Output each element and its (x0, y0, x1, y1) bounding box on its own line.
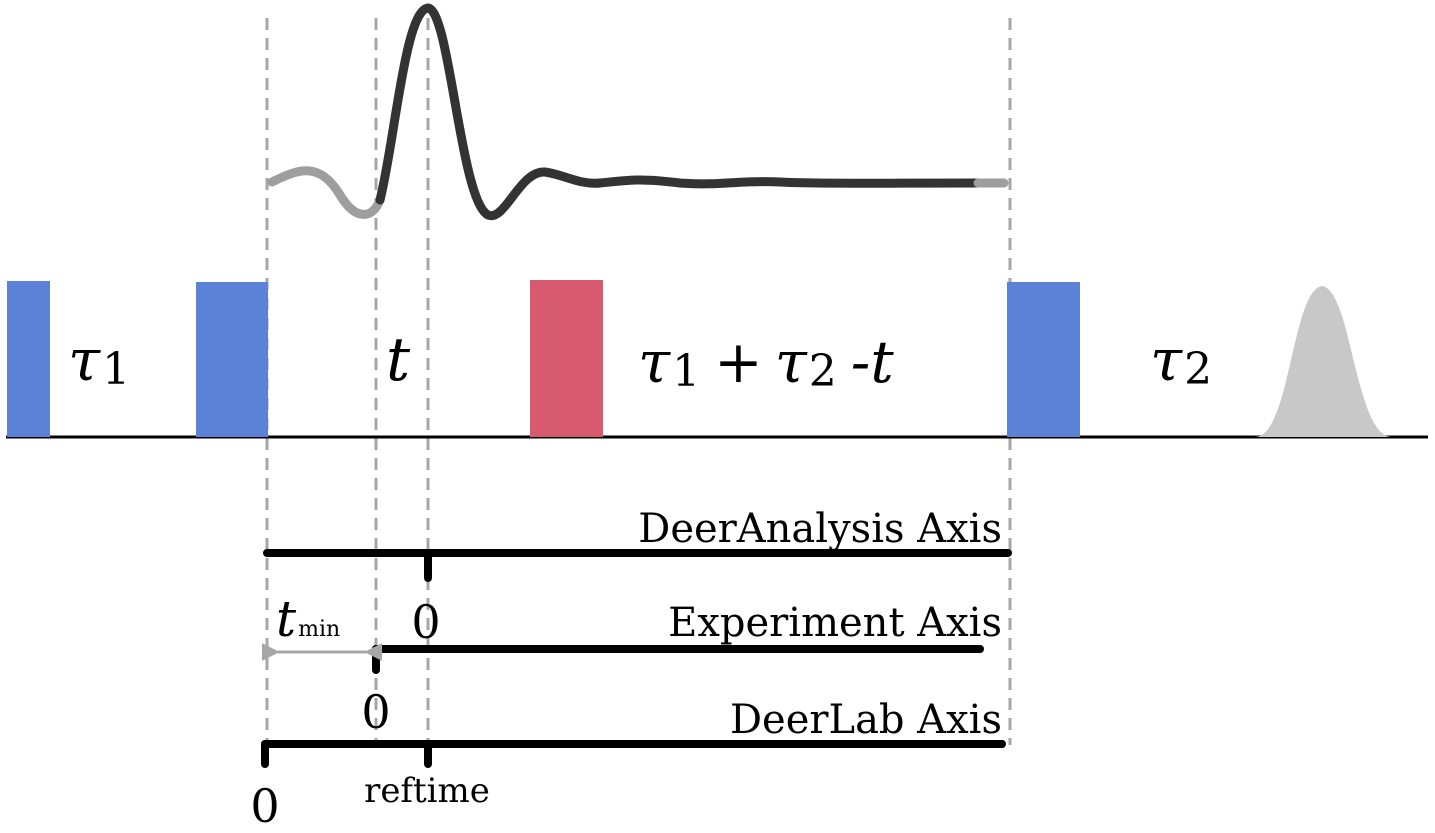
tmin-label: tmin (276, 590, 340, 648)
experiment-zero-label: 0 (361, 685, 390, 739)
tmin-annotation: tmin (261, 590, 383, 661)
experiment-axis-label: Experiment Axis (668, 600, 1002, 646)
delay-label-t: t (386, 325, 411, 395)
pulse-pi-1 (196, 282, 268, 437)
deerlab-zero-label: 0 (250, 779, 279, 833)
experiment-axis: Experiment Axis 0 (361, 600, 1002, 739)
pulse-pi-half (7, 281, 50, 437)
delay-label-tau1: τ1 (68, 326, 130, 395)
signal-trace-pre (267, 166, 385, 219)
deerlab-axis: DeerLab Axis 0 reftime (250, 697, 1006, 833)
delay-label-tau1-tau2-minus-t: τ1 + τ2 -t (638, 328, 894, 397)
deeranalysis-zero-label: 0 (411, 595, 440, 649)
delay-label-tau2: τ2 (1150, 326, 1212, 395)
deerlab-axis-label: DeerLab Axis (730, 697, 1002, 743)
refocused-echo (1255, 286, 1392, 437)
deeranalysis-axis-label: DeerAnalysis Axis (638, 506, 1002, 552)
deeranalysis-axis: DeerAnalysis Axis 0 (263, 506, 1012, 649)
pump-pulse (530, 280, 603, 437)
signal-trace (375, 3, 983, 220)
pulse-pi-2 (1007, 282, 1080, 437)
reftime-label: reftime (364, 771, 490, 811)
